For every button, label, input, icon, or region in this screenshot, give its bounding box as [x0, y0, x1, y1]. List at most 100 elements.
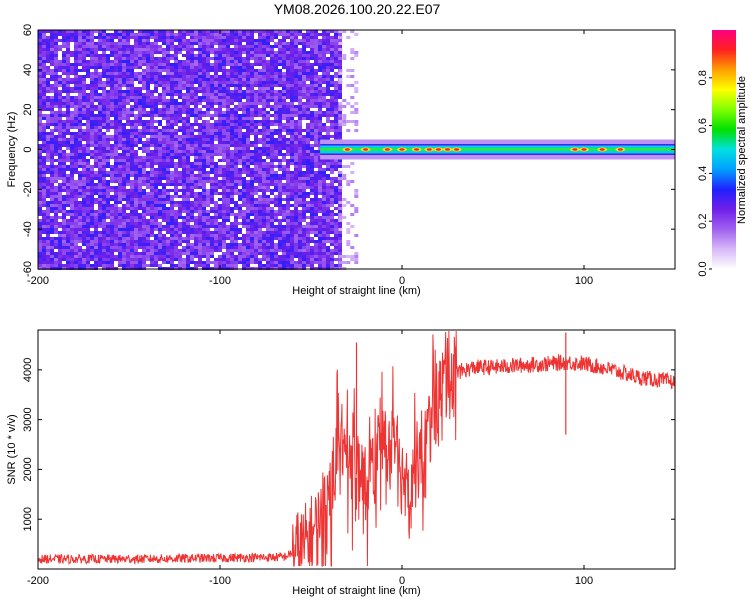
- noise-cell: [142, 57, 146, 60]
- noise-cell: [230, 42, 234, 45]
- noise-cell: [162, 252, 166, 255]
- noise-cell: [186, 174, 190, 177]
- noise-cell: [294, 99, 298, 102]
- noise-cell: [166, 255, 170, 258]
- noise-cell: [206, 45, 210, 48]
- noise-cell: [242, 192, 246, 195]
- noise-cell: [270, 138, 274, 141]
- noise-cell: [122, 168, 126, 171]
- noise-cell: [114, 72, 118, 75]
- noise-cell: [122, 69, 126, 72]
- noise-cell: [278, 180, 282, 183]
- noise-cell: [98, 249, 102, 252]
- noise-cell: [266, 171, 270, 174]
- noise-cell: [66, 258, 70, 261]
- noise-cell: [258, 162, 262, 165]
- noise-cell: [282, 108, 286, 111]
- noise-cell: [294, 120, 298, 123]
- noise-cell: [110, 177, 114, 180]
- noise-cell: [230, 228, 234, 231]
- noise-cell: [150, 30, 154, 33]
- noise-cell: [142, 78, 146, 81]
- noise-cell: [74, 63, 78, 66]
- noise-cell: [302, 186, 306, 189]
- noise-cell: [46, 195, 50, 198]
- noise-cell: [82, 45, 86, 48]
- noise-cell: [50, 216, 54, 219]
- noise-cell: [254, 144, 258, 147]
- noise-cell: [190, 123, 194, 126]
- noise-cell: [98, 84, 102, 87]
- noise-cell: [230, 93, 234, 96]
- noise-cell: [262, 135, 266, 138]
- noise-cell: [86, 198, 90, 201]
- noise-cell: [106, 105, 110, 108]
- noise-cell: [54, 54, 58, 57]
- noise-cell: [94, 57, 98, 60]
- noise-cell: [234, 36, 238, 39]
- noise-cell: [154, 225, 158, 228]
- noise-cell: [198, 138, 202, 141]
- noise-cell: [218, 198, 222, 201]
- noise-cell: [110, 54, 114, 57]
- noise-cell: [90, 90, 94, 93]
- noise-cell: [302, 141, 306, 144]
- noise-cell: [166, 132, 170, 135]
- noise-cell: [118, 180, 122, 183]
- noise-cell: [218, 225, 222, 228]
- noise-cell: [190, 84, 194, 87]
- noise-cell: [202, 36, 206, 39]
- noise-cell: [266, 96, 270, 99]
- noise-cell: [174, 252, 178, 255]
- noise-cell: [86, 141, 90, 144]
- noise-cell: [134, 225, 138, 228]
- noise-cell: [270, 207, 274, 210]
- noise-cell: [226, 72, 230, 75]
- noise-cell: [186, 249, 190, 252]
- noise-cell: [166, 57, 170, 60]
- noise-cell: [130, 168, 134, 171]
- noise-cell: [142, 225, 146, 228]
- noise-cell: [118, 201, 122, 204]
- noise-cell: [302, 243, 306, 246]
- noise-cell: [106, 147, 110, 150]
- noise-cell: [198, 66, 202, 69]
- noise-cell: [78, 225, 82, 228]
- noise-cell: [266, 36, 270, 39]
- noise-cell: [50, 162, 54, 165]
- noise-cell: [86, 87, 90, 90]
- noise-cell: [106, 225, 110, 228]
- noise-cell: [66, 57, 70, 60]
- noise-cell: [274, 195, 278, 198]
- noise-cell: [170, 162, 174, 165]
- noise-cell: [110, 240, 114, 243]
- noise-cell: [186, 30, 190, 33]
- noise-cell: [134, 135, 138, 138]
- noise-cell: [86, 69, 90, 72]
- noise-cell: [174, 135, 178, 138]
- noise-cell: [38, 60, 42, 63]
- noise-cell: [250, 75, 254, 78]
- noise-cell: [154, 69, 158, 72]
- noise-cell: [182, 132, 186, 135]
- noise-cell: [150, 63, 154, 66]
- noise-cell: [42, 237, 46, 240]
- noise-cell: [250, 66, 254, 69]
- noise-cell: [174, 87, 178, 90]
- noise-cell: [70, 69, 74, 72]
- noise-cell: [234, 183, 238, 186]
- noise-cell: [226, 201, 230, 204]
- noise-cell: [230, 90, 234, 93]
- noise-cell: [170, 78, 174, 81]
- noise-cell: [186, 51, 190, 54]
- noise-cell: [154, 105, 158, 108]
- noise-cell: [190, 165, 194, 168]
- noise-cell: [226, 243, 230, 246]
- noise-cell: [162, 36, 166, 39]
- noise-cell: [246, 123, 250, 126]
- noise-cell: [262, 63, 266, 66]
- noise-cell: [174, 249, 178, 252]
- noise-cell: [270, 105, 274, 108]
- noise-cell: [126, 84, 130, 87]
- noise-cell: [110, 255, 114, 258]
